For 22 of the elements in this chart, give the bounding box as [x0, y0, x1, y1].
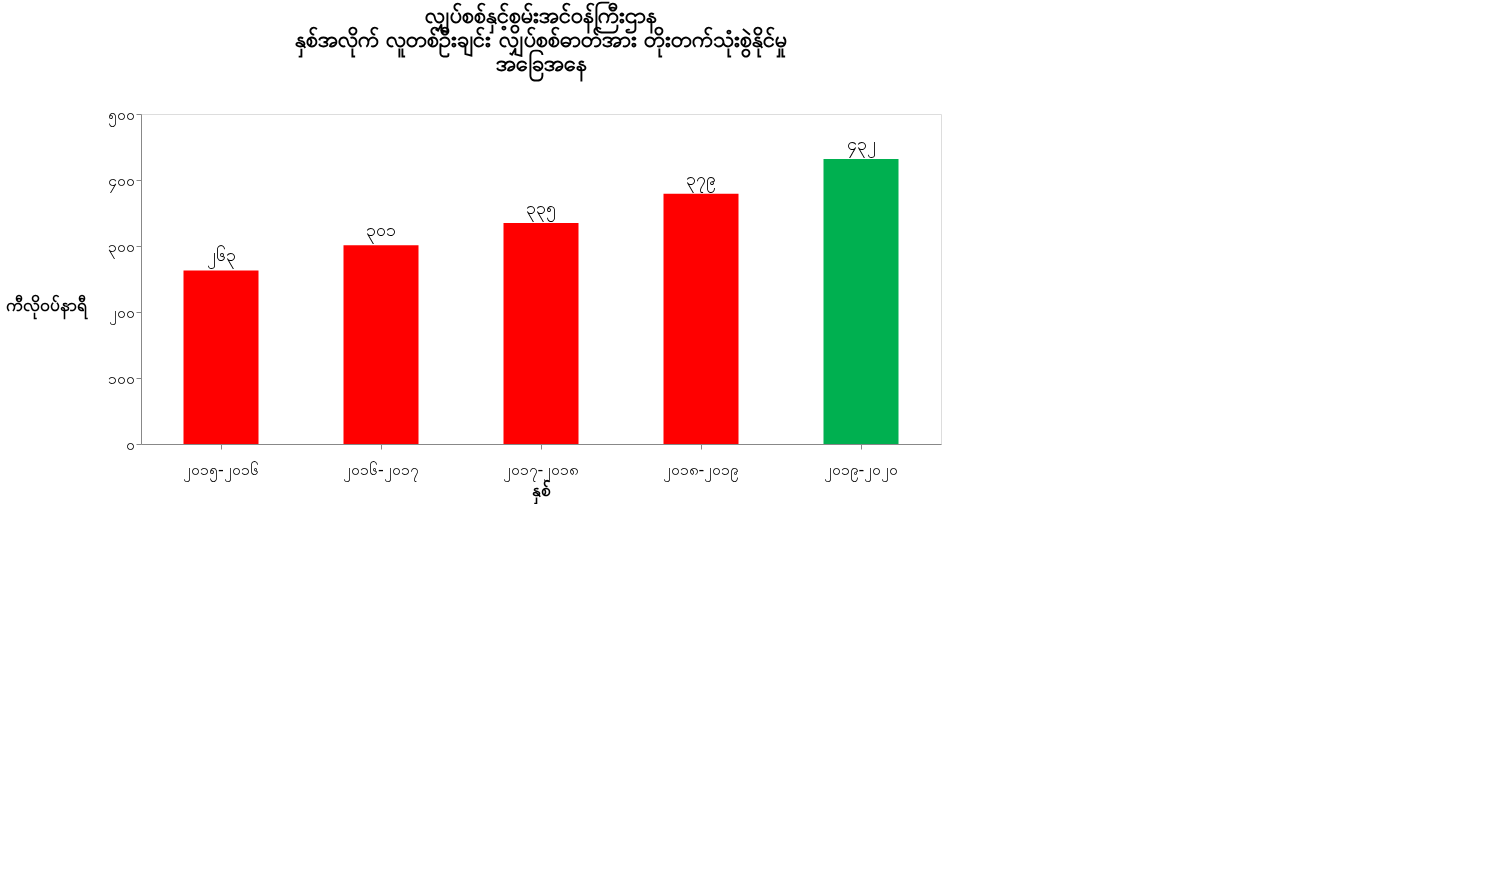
y-tick-label: ၅၀၀ [107, 104, 135, 127]
x-tick-label: ၂၀၁၇-၂၀၁၈ [502, 459, 580, 482]
bar [823, 158, 899, 444]
bar [183, 270, 259, 444]
x-tick-label: ၂၀၁၆-၂၀၁၇ [343, 459, 419, 482]
y-axis-title: ကီလိုဝပ်နာရီ [5, 293, 88, 320]
y-tick-label: ၂၀၀ [108, 302, 135, 325]
y-tick-label: ၃၀၀ [107, 236, 135, 259]
data-label: ၃၀၁ [366, 219, 396, 245]
y-tick-label: ၁၀၀ [107, 368, 135, 388]
data-label: ၂၆၃ [206, 244, 236, 270]
data-label: ၃၇၉ [686, 167, 716, 193]
bar [663, 193, 739, 444]
data-label: ၃၃၅ [526, 196, 556, 222]
x-tick-label: ၂၀၁၉-၂၀၂၀ [823, 459, 899, 482]
data-label: ၄၃၂ [846, 132, 876, 158]
x-tick-label: ၂၀၁၈-၂၀၁၉ [662, 459, 740, 482]
y-tick-label: ၀ [125, 434, 135, 454]
y-tick-label: ၄၀၀ [107, 170, 135, 193]
bar [503, 222, 579, 444]
x-tick-label: ၂၀၁၅-၂၀၁၆ [183, 459, 259, 482]
bar [343, 245, 419, 444]
